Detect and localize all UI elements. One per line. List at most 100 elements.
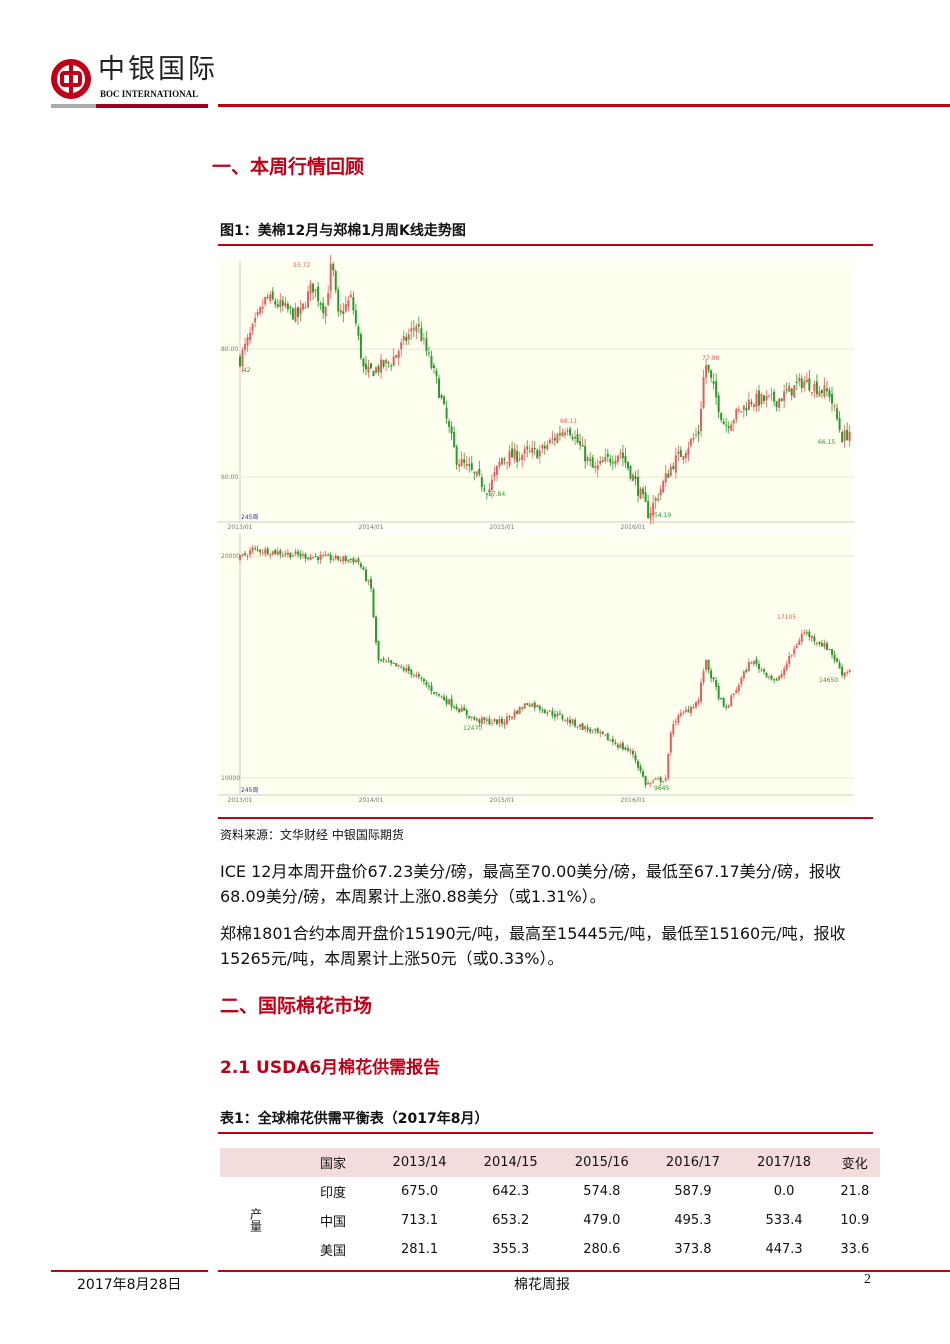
candle-up	[740, 677, 743, 685]
candle-up	[768, 395, 771, 397]
candle-up	[261, 552, 264, 554]
candle-down	[818, 642, 821, 644]
candle-up	[264, 549, 267, 554]
candle-down	[427, 352, 430, 354]
candle-up	[778, 398, 781, 408]
candle-up	[241, 554, 244, 556]
candle-down	[375, 616, 378, 643]
candle-up	[848, 670, 851, 673]
candle-down	[795, 381, 798, 384]
candle-down	[601, 731, 604, 735]
candle-up	[380, 359, 383, 373]
candle-down	[364, 569, 367, 581]
table-cell: 373.8	[674, 1241, 712, 1257]
candle-down	[745, 408, 748, 411]
candle-down	[838, 662, 841, 669]
candle-up	[783, 391, 786, 401]
candle-up	[488, 489, 491, 492]
candle-down	[574, 720, 577, 727]
candle-up	[684, 709, 687, 712]
candle-up	[246, 555, 249, 557]
candle-up	[506, 462, 509, 464]
candle-up	[281, 554, 284, 557]
candle-up	[793, 648, 796, 655]
candle-down	[775, 401, 778, 408]
candle-down	[609, 458, 612, 463]
x-tick-label: 2015/01	[490, 797, 515, 804]
candle-down	[725, 706, 728, 708]
candle-up	[692, 707, 695, 709]
period-label: 245周	[241, 787, 258, 794]
candle-down	[813, 636, 816, 642]
candle-up	[324, 306, 327, 317]
candle-up	[309, 283, 312, 294]
candle-up	[548, 710, 551, 712]
low-label: 14650	[819, 677, 838, 684]
candle-up	[664, 473, 667, 483]
candle-up	[271, 551, 274, 555]
candle-down	[468, 464, 471, 467]
candle-up	[803, 632, 806, 634]
candle-down	[370, 579, 372, 589]
candle-down	[533, 702, 536, 708]
candle-down	[697, 431, 700, 435]
candle-down	[808, 631, 811, 637]
candle-up	[347, 559, 350, 562]
figure-caption: 图1：美棉12月与郑棉1月周K线走势图	[220, 223, 466, 239]
table-cell: 印度	[319, 1185, 346, 1201]
candle-down	[435, 370, 438, 376]
candle-down	[606, 453, 609, 457]
candle-down	[304, 553, 307, 559]
candle-down	[720, 412, 723, 421]
candle-up	[518, 706, 521, 715]
header-rule-gray	[51, 104, 96, 108]
candle-down	[314, 289, 317, 291]
candle-down	[276, 304, 279, 307]
candle-up	[616, 455, 619, 463]
candle-up	[795, 645, 798, 649]
candle-up	[619, 453, 622, 455]
candle-up	[815, 642, 818, 644]
candle-down	[453, 707, 456, 709]
x-tick-label: 2015/01	[490, 524, 515, 531]
candle-up	[846, 672, 849, 674]
candle-down	[770, 675, 773, 680]
candle-down	[591, 457, 594, 468]
candle-up	[737, 409, 740, 411]
candle-down	[473, 472, 476, 474]
candle-up	[662, 781, 665, 783]
candle-down	[501, 718, 503, 724]
candle-down	[707, 364, 710, 371]
table-header: 2013/14	[392, 1154, 447, 1170]
candle-up	[367, 580, 370, 582]
candle-down	[606, 733, 609, 741]
source-rule	[218, 817, 873, 819]
candle-up	[354, 560, 357, 563]
candle-up	[689, 438, 692, 446]
candle-up	[254, 317, 257, 323]
candle-up	[523, 448, 526, 454]
candle-down	[763, 669, 765, 672]
candle-down	[443, 696, 446, 701]
candle-down	[352, 558, 355, 563]
candle-down	[569, 428, 572, 436]
candle-up	[286, 552, 289, 555]
candle-up	[662, 481, 665, 493]
candle-down	[420, 677, 423, 679]
candle-up	[752, 404, 755, 408]
candle-down	[392, 662, 395, 664]
candle-down	[382, 360, 385, 367]
candle-down	[717, 685, 720, 699]
candle-down	[833, 654, 836, 660]
candle-up	[511, 716, 514, 719]
candle-up	[324, 554, 327, 556]
candle-up	[498, 719, 501, 724]
candle-down	[362, 358, 365, 367]
candle-up	[800, 633, 803, 642]
candle-up	[833, 405, 836, 407]
candle-up	[551, 438, 554, 440]
section-title: 一、本周行情回顾	[212, 156, 365, 178]
candle-down	[387, 362, 390, 364]
candle-up	[848, 431, 851, 441]
candle-down	[581, 723, 584, 730]
